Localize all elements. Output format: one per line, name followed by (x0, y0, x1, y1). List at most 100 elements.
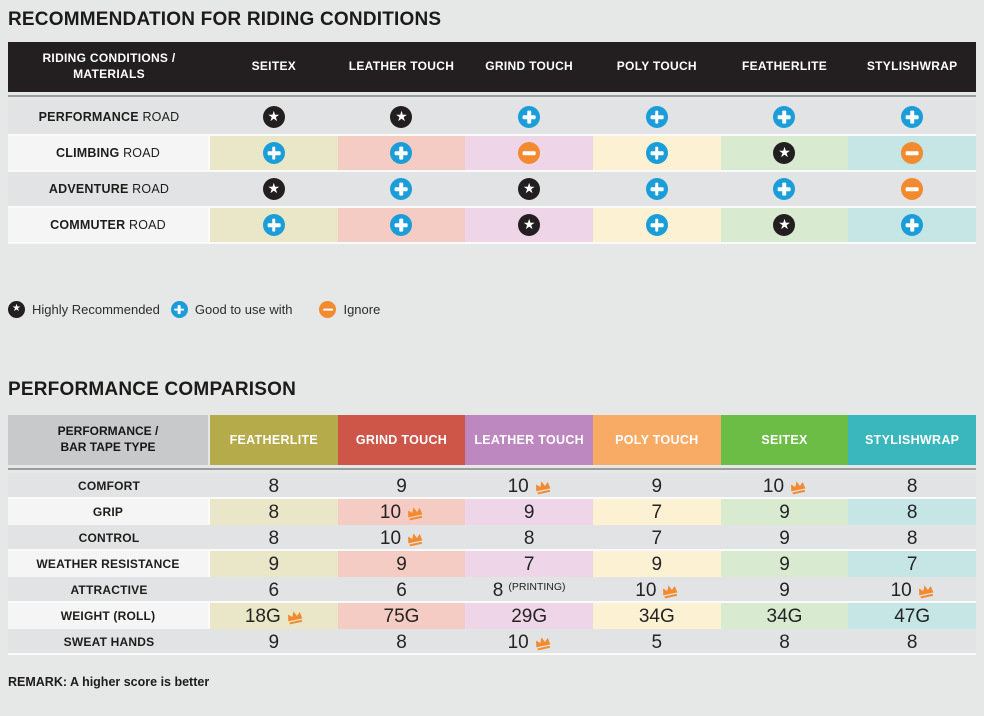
score-cell: 8 (210, 499, 338, 525)
score-cell: 8 (210, 525, 338, 551)
score-cell: 34G (592, 603, 721, 629)
score-value: 10 (890, 579, 912, 601)
performance-section-title: PERFORMANCE COMPARISON (8, 379, 296, 400)
score-cell: 47G (848, 603, 976, 629)
star-icon: ★ (262, 178, 285, 200)
riding-corner-header: RIDING CONDITIONS / MATERIALS (42, 51, 176, 81)
riding-column-header: SEITEX (251, 59, 297, 74)
minus-icon (901, 142, 924, 164)
riding-table-header: RIDING CONDITIONS / MATERIALS SEITEX LEAT… (8, 42, 976, 92)
score-value: 8 (906, 475, 918, 497)
score-value: 10 (635, 579, 657, 601)
riding-row: ADVENTURE ROAD ★ ★ (8, 172, 976, 208)
riding-cell: ★ (210, 100, 338, 134)
star-glyph: ★ (522, 180, 536, 196)
score-cell: 6 (338, 577, 466, 603)
riding-cell: ★ (338, 100, 466, 134)
score-cell: 8 (338, 629, 466, 655)
legend-item: Ignore (319, 301, 380, 318)
score-cell: 9 (338, 473, 466, 499)
score-value: 7 (523, 553, 535, 575)
score-cell: 8 (848, 499, 976, 525)
riding-column-header: POLY TOUCH (616, 59, 697, 74)
score-value: 9 (268, 553, 280, 575)
riding-column-header: GRIND TOUCH (485, 59, 574, 74)
performance-row: ATTRACTIVE 6 6 8 (PRINTING) 10 9 10 (8, 577, 976, 603)
star-glyph: ★ (267, 108, 281, 124)
score-cell: 8 (465, 525, 593, 551)
score-cell: 8 (PRINTING) (465, 577, 593, 603)
performance-corner-header: PERFORMANCE / BAR TAPE TYPE (8, 415, 208, 465)
riding-cell (337, 136, 466, 170)
score-cell: 29G (465, 603, 593, 629)
riding-row-label: PERFORMANCE ROAD (38, 110, 180, 124)
riding-row: CLIMBING ROAD ★ (8, 136, 976, 172)
score-value: 10 (379, 501, 402, 523)
riding-cell: ★ (720, 208, 849, 242)
performance-row: CONTROL 8 10 8 7 9 8 (8, 525, 976, 551)
star-glyph: ★ (395, 108, 408, 124)
score-value: 18G (244, 605, 281, 627)
score-cell: 9 (210, 551, 338, 577)
score-value: 9 (779, 553, 790, 575)
score-cell: 10 (465, 629, 593, 655)
score-cell: 75G (337, 603, 466, 629)
star-glyph: ★ (267, 180, 281, 196)
riding-cell: ★ (210, 172, 338, 206)
score-cell: 9 (720, 499, 849, 525)
performance-column-header: FEATHERLITE (210, 415, 338, 465)
riding-cell (337, 208, 466, 242)
crown-icon (535, 637, 551, 651)
star-glyph: ★ (778, 216, 791, 232)
star-icon: ★ (8, 301, 25, 318)
star-glyph: ★ (522, 216, 536, 232)
score-cell: 9 (337, 551, 466, 577)
riding-cell: ★ (720, 136, 849, 170)
score-cell: 7 (848, 551, 976, 577)
riding-column-header: LEATHER TOUCH (348, 59, 455, 74)
performance-column-header: STYLISHWRAP (848, 415, 976, 465)
performance-column-header: SEITEX (720, 415, 849, 465)
plus-icon (390, 142, 413, 164)
riding-cell (593, 100, 721, 134)
score-value: 9 (651, 475, 663, 497)
performance-column-header: POLY TOUCH (592, 415, 721, 465)
riding-cell (465, 136, 593, 170)
riding-table: RIDING CONDITIONS / MATERIALS SEITEX LEAT… (8, 42, 976, 244)
plus-icon (518, 106, 541, 128)
riding-cell (721, 100, 849, 134)
star-icon: ★ (773, 214, 796, 236)
performance-table: PERFORMANCE / BAR TAPE TYPE FEATHERLITE G… (8, 415, 976, 655)
score-value: 7 (651, 527, 663, 549)
divider (8, 95, 976, 97)
performance-row-label: COMFORT (77, 479, 141, 493)
plus-icon (901, 106, 924, 128)
score-value: 9 (779, 579, 790, 601)
plus-icon (262, 214, 285, 236)
score-cell: 5 (593, 629, 721, 655)
minus-icon (901, 178, 924, 200)
remark: REMARK: A higher score is better (8, 675, 210, 689)
score-value: 9 (396, 553, 407, 575)
riding-row-label: CLIMBING ROAD (8, 136, 210, 170)
riding-row-label-strong: CLIMBING (56, 146, 120, 160)
score-cell: 10 (465, 473, 593, 499)
score-value: 29G (511, 605, 548, 627)
riding-cell (848, 100, 976, 134)
plus-icon (170, 301, 188, 318)
performance-row: GRIP 8 10 9 7 9 8 (8, 499, 976, 525)
plus-icon (390, 214, 413, 236)
star-icon: ★ (518, 214, 541, 236)
score-cell: 8 (721, 629, 849, 655)
score-cell: 10 (848, 577, 976, 603)
score-value: 9 (651, 553, 663, 575)
minus-icon (518, 142, 541, 164)
riding-row-label-strong: ADVENTURE (48, 182, 129, 196)
performance-row-label: WEATHER RESISTANCE (8, 551, 210, 577)
score-cell: 9 (720, 551, 849, 577)
performance-column-header: GRIND TOUCH (337, 415, 466, 465)
score-cell: 9 (592, 551, 721, 577)
legend-label: Highly Recommended (32, 302, 160, 317)
legend-item: Good to use with (170, 301, 292, 318)
score-cell: 9 (210, 629, 338, 655)
